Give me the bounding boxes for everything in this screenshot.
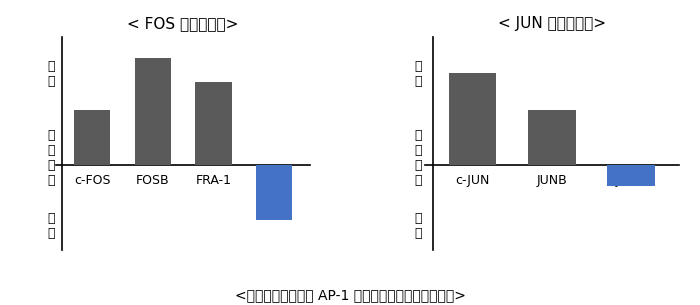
Text: 上
昇: 上 昇 [414, 60, 422, 88]
Bar [608, 165, 655, 186]
Text: 低
下: 低 下 [414, 212, 422, 240]
Text: <紫外線照射による AP-1 構成タンパク質の発現変化>: <紫外線照射による AP-1 構成タンパク質の発現変化> [234, 288, 466, 302]
Text: 上
昇: 上 昇 [48, 60, 55, 88]
Bar [74, 110, 111, 165]
Text: 低
下: 低 下 [48, 212, 55, 240]
Text: 発
現
変
化: 発 現 変 化 [48, 129, 55, 187]
Bar [528, 110, 575, 165]
Bar [449, 73, 496, 165]
Bar [256, 165, 292, 220]
Title: < FOS ファミリー>: < FOS ファミリー> [127, 16, 239, 31]
Title: < JUN ファミリー>: < JUN ファミリー> [498, 16, 606, 31]
Bar [195, 82, 232, 165]
Bar [134, 58, 171, 165]
Text: 発
現
変
化: 発 現 変 化 [414, 129, 422, 187]
